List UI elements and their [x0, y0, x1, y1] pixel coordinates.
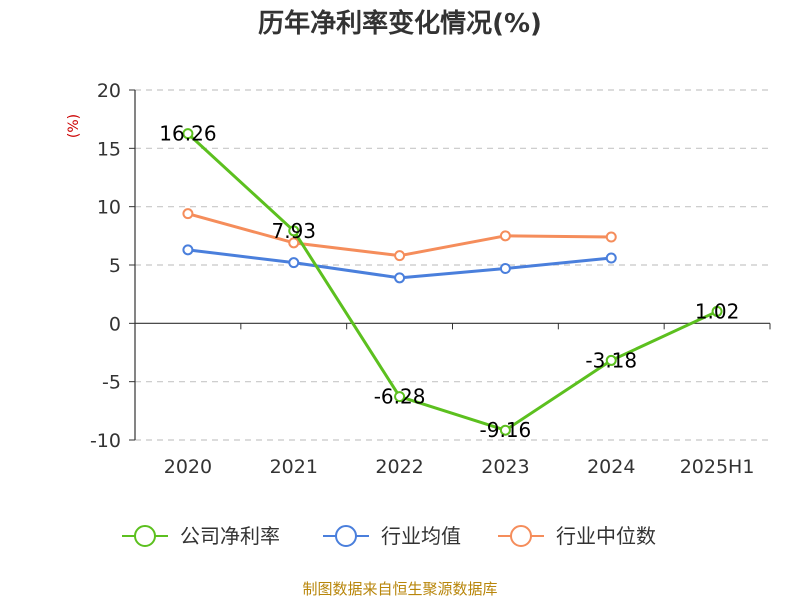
x-tick-label: 2021 — [270, 456, 318, 478]
data-point — [499, 230, 511, 242]
data-point — [288, 237, 300, 249]
x-tick-label: 2025H1 — [680, 456, 755, 478]
x-tick-label: 2020 — [164, 456, 212, 478]
series-line — [186, 132, 718, 432]
y-tick-label: 0 — [109, 313, 121, 335]
data-point — [394, 272, 406, 284]
data-point — [182, 128, 194, 140]
legend-swatch-marker — [510, 525, 532, 547]
data-label: 1.02 — [695, 299, 740, 323]
legend-swatch-marker — [134, 525, 156, 547]
x-tick-label: 2023 — [481, 456, 529, 478]
data-label: 16.26 — [159, 122, 216, 146]
data-point — [288, 257, 300, 269]
data-point — [605, 354, 617, 366]
data-point — [182, 208, 194, 220]
x-tick-label: 2024 — [587, 456, 635, 478]
y-tick-label: 10 — [97, 197, 121, 219]
y-tick-label: 20 — [97, 80, 121, 102]
data-point — [499, 263, 511, 274]
legend: 公司净利率 行业均值 行业中位数 — [122, 524, 656, 548]
data-point — [499, 424, 511, 436]
x-tick-label: 2022 — [375, 456, 423, 478]
data-label: 7.93 — [271, 219, 316, 243]
data-point — [288, 225, 300, 237]
legend-label: 公司净利率 — [180, 524, 280, 548]
y-tick-label: 15 — [97, 138, 121, 160]
legend-swatch-marker — [335, 525, 357, 547]
data-point — [711, 305, 723, 317]
series-line — [187, 212, 612, 258]
legend-label: 行业均值 — [381, 524, 461, 548]
data-label: -6.28 — [374, 385, 426, 409]
data-labels: 16.26 7.93 -6.28 -9.16 -3.18 1.02 — [159, 122, 739, 443]
legend-item[interactable]: 行业中位数 — [498, 524, 656, 548]
legend-label: 行业中位数 — [556, 524, 656, 548]
legend-item[interactable]: 公司净利率 — [122, 524, 280, 548]
legend-item[interactable]: 行业均值 — [323, 524, 461, 548]
data-point — [394, 250, 406, 262]
data-point — [182, 244, 194, 256]
y-tick-label: -10 — [90, 430, 121, 452]
axes: 20 15 10 5 0 -5 -10 2020 2021 2022 2023 2024 2025H1 — [90, 80, 771, 478]
data-point — [605, 231, 617, 243]
series — [182, 128, 723, 436]
data-point — [605, 252, 617, 264]
data-label: -3.18 — [585, 348, 637, 372]
source-note: 制图数据来自恒生聚源数据库 — [302, 580, 497, 598]
grid — [135, 89, 770, 441]
chart-title: 历年净利率变化情况(%) — [258, 8, 542, 39]
y-tick-label: 5 — [109, 255, 121, 277]
data-label: -9.16 — [480, 418, 532, 442]
y-axis-label: (%) — [66, 114, 82, 138]
data-point — [394, 391, 406, 403]
y-tick-label: -5 — [102, 372, 121, 394]
